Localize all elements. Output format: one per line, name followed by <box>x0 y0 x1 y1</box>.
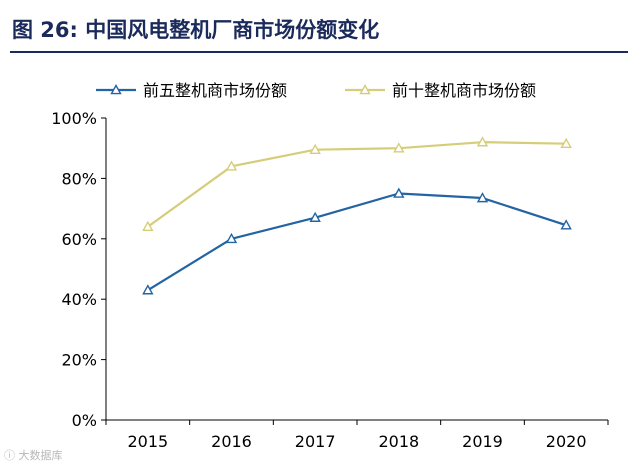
figure-title: 图 26: 中国风电整机厂商市场份额变化 <box>12 18 380 42</box>
x-tick-label: 2020 <box>546 432 587 451</box>
data-point-top10 <box>309 143 321 155</box>
x-tick-label: 2017 <box>295 432 336 451</box>
x-tick-label: 2019 <box>462 432 503 451</box>
y-tick-label: 40% <box>61 290 97 309</box>
data-point-top5 <box>309 211 321 222</box>
watermark-text: ⓘ 大数据库 <box>4 449 63 462</box>
x-tick-label: 2018 <box>378 432 419 451</box>
data-point-top5 <box>560 219 572 230</box>
data-point-top10 <box>476 136 489 147</box>
y-tick-label: 20% <box>61 351 97 370</box>
data-point-top5 <box>225 232 238 244</box>
y-tick-label: 100% <box>51 109 97 128</box>
legend-label-top5: 前五整机商市场份额 <box>143 81 287 100</box>
x-tick-label: 2015 <box>127 432 168 451</box>
legend-label-top10: 前十整机商市场份额 <box>392 81 536 100</box>
y-tick-label: 80% <box>61 169 97 188</box>
data-point-top10 <box>142 220 154 232</box>
data-point-top5 <box>393 187 405 198</box>
data-point-top10 <box>560 137 572 148</box>
title-divider <box>10 51 628 53</box>
data-point-top5 <box>142 284 154 295</box>
data-point-top10 <box>225 160 238 171</box>
series-line-top5 <box>147 192 567 292</box>
data-point-top10 <box>393 142 405 153</box>
x-tick-label: 2016 <box>211 432 252 451</box>
y-tick-label: 0% <box>72 411 97 430</box>
series-line-top10 <box>147 141 567 228</box>
legend-marker-top5 <box>110 84 122 95</box>
legend-marker-top10 <box>359 84 371 95</box>
y-tick-label: 60% <box>61 230 97 249</box>
data-point-top5 <box>476 192 489 203</box>
